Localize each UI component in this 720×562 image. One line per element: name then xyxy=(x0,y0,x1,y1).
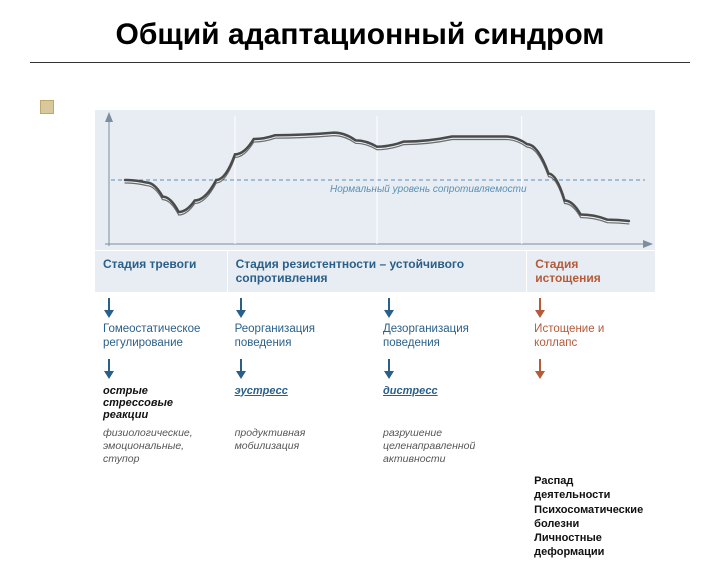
outcome-label: Распад деятельностиПсихосоматические бол… xyxy=(526,468,655,562)
arrow-down-icon xyxy=(227,292,375,320)
outcome-label xyxy=(95,468,227,562)
chart-svg xyxy=(95,110,655,250)
stage-title: Стадия истощения xyxy=(535,257,647,286)
arrow-down-icon xyxy=(526,292,655,320)
subtype-label: дистресс xyxy=(375,381,526,423)
gas-diagram: Нормальный уровень сопротивляемости Стад… xyxy=(95,110,655,510)
subtype-desc xyxy=(526,423,655,468)
subtype-label: острые стрессовые реакции xyxy=(95,381,227,423)
subtype-row: острые стрессовые реакцииэустрессдистрес… xyxy=(95,381,655,423)
subtype-desc: продуктивная мобилизация xyxy=(227,423,375,468)
subtype-label: эустресс xyxy=(227,381,375,423)
process-row: Гомеостатическое регулированиеРеорганиза… xyxy=(95,320,655,353)
stages-row: Стадия тревоги Стадия резистентности – ус… xyxy=(95,250,655,292)
stage-resistance: Стадия резистентности – устойчивого сопр… xyxy=(227,250,527,292)
arrow-down-icon xyxy=(526,353,655,381)
arrow-down-icon xyxy=(227,353,375,381)
arrow-down-icon xyxy=(95,353,227,381)
bottom-row: Распад деятельностиПсихосоматические бол… xyxy=(95,468,655,562)
bullet-icon xyxy=(40,100,54,114)
outcome-label xyxy=(227,468,375,562)
arrow-down-icon xyxy=(95,292,227,320)
stage-title: Стадия резистентности – устойчивого сопр… xyxy=(236,257,519,286)
title-underline xyxy=(30,62,690,63)
subtype-desc: разрушение целенаправленной активности xyxy=(375,423,526,468)
process-label: Гомеостатическое регулирование xyxy=(95,320,227,353)
outcome-label xyxy=(375,468,526,562)
slide-title: Общий адаптационный синдром xyxy=(0,0,720,62)
process-label: Реорганизация поведения xyxy=(227,320,375,353)
process-label: Истощение и коллапс xyxy=(526,320,655,353)
arrow-down-icon xyxy=(375,353,526,381)
subdesc-row: физиологические, эмоциональные, ступорпр… xyxy=(95,423,655,468)
arrow-down-icon xyxy=(375,292,526,320)
arrow-row-2 xyxy=(95,353,655,381)
subtype-label xyxy=(526,381,655,423)
subtype-desc: физиологические, эмоциональные, ступор xyxy=(95,423,227,468)
arrow-row-1 xyxy=(95,292,655,320)
stage-alarm: Стадия тревоги xyxy=(95,250,227,292)
stage-title: Стадия тревоги xyxy=(103,257,219,271)
process-label: Дезорганизация поведения xyxy=(375,320,526,353)
chart-area: Нормальный уровень сопротивляемости xyxy=(95,110,655,250)
normal-level-label: Нормальный уровень сопротивляемости xyxy=(330,184,527,195)
stage-exhaustion: Стадия истощения xyxy=(526,250,655,292)
